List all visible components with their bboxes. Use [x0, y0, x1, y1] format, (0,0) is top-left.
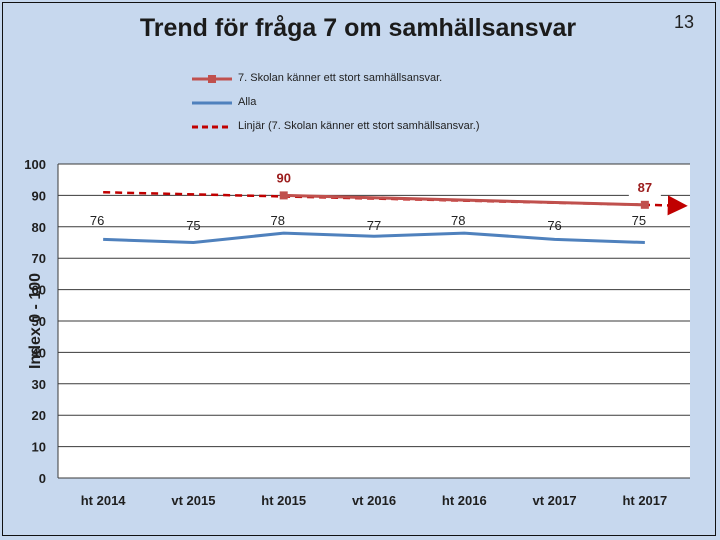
legend-item-trend: Linjär (7. Skolan känner ett stort samhä…	[190, 118, 480, 136]
data-label-average: 76	[547, 218, 561, 233]
data-label-bg	[628, 176, 661, 197]
x-tick-label: ht 2016	[442, 493, 487, 508]
y-tick-label: 50	[32, 314, 46, 329]
data-label-average: 77	[367, 218, 381, 233]
series-layer	[103, 191, 688, 245]
data-label-school: 90	[276, 170, 290, 185]
data-labels: 76 75 78 77 78 76 75 90 87	[90, 167, 661, 233]
y-tick-label: 10	[32, 440, 46, 455]
data-label-average: 78	[270, 213, 284, 228]
legend-label-trend: Linjär (7. Skolan känner ett stort samhä…	[238, 120, 480, 132]
y-tick-label: 30	[32, 377, 46, 392]
data-label-school: 87	[638, 180, 652, 195]
series-line-average	[103, 231, 645, 245]
data-label-average: 75	[186, 218, 200, 233]
x-tick-label: vt 2015	[171, 493, 215, 508]
data-label-average: 78	[451, 213, 465, 228]
legend-label-school: 7. Skolan känner ett stort samhällsansva…	[238, 72, 443, 84]
y-tick-label: 60	[32, 283, 46, 298]
x-tick-label: vt 2017	[533, 493, 577, 508]
x-tick-label: ht 2014	[81, 493, 127, 508]
data-label-average: 76	[90, 213, 104, 228]
legend-item-school: 7. Skolan känner ett stort samhällsansva…	[190, 70, 442, 88]
y-tick-label: 80	[32, 220, 46, 235]
legend-swatch-school	[192, 75, 232, 83]
legend-swatch-trend	[192, 125, 232, 129]
data-point-school	[640, 200, 649, 209]
y-tick-label: 40	[32, 345, 46, 360]
x-tick-label: vt 2016	[352, 493, 396, 508]
series-line-school	[283, 193, 645, 207]
page-number: 13	[673, 12, 694, 32]
x-axis-ticks: ht 2014 vt 2015 ht 2015 vt 2016 ht 2016 vt 20…	[81, 493, 668, 508]
slide-title: Trend för fråga 7 om samhällsansvar	[139, 14, 577, 42]
gridlines	[57, 163, 690, 479]
x-tick-label: ht 2017	[622, 493, 667, 508]
y-tick-label: 100	[24, 157, 46, 172]
y-tick-label: 20	[32, 408, 46, 423]
data-label-bg	[267, 167, 300, 188]
data-label-average: 75	[632, 213, 646, 228]
legend-label-average: Alla	[238, 96, 257, 108]
data-point-school	[279, 191, 288, 200]
y-tick-label: 70	[32, 251, 46, 266]
y-tick-label: 0	[39, 471, 46, 486]
y-tick-label: 90	[32, 188, 46, 203]
y-axis-label: Index 0 - 100	[27, 273, 44, 369]
legend-item-average: Alla	[190, 94, 256, 112]
y-axis-ticks: 0 10 20 30 40 50 60 70 80 90 100	[24, 157, 46, 486]
legend-swatch-average	[192, 101, 232, 105]
x-tick-label: ht 2015	[261, 493, 306, 508]
